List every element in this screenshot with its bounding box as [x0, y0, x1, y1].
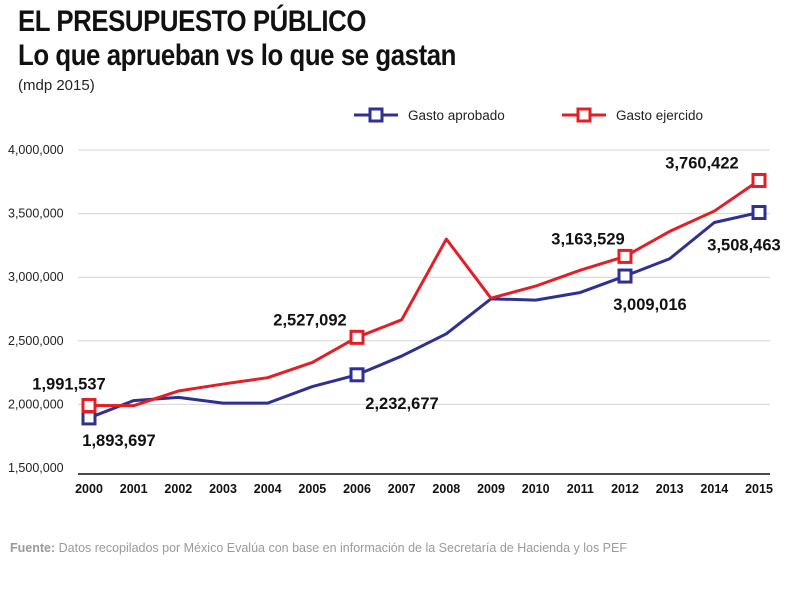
data-label: 2,232,677: [365, 395, 438, 413]
series-line-gasto-ejercido: [88, 179, 760, 408]
x-tick-label: 2012: [611, 482, 639, 496]
x-tick-label: 2015: [745, 482, 773, 496]
data-point-marker: [349, 367, 365, 383]
data-point-marker: [349, 329, 365, 345]
x-tick-label: 2014: [700, 482, 728, 496]
x-tick-label: 2004: [254, 482, 282, 496]
data-label: 3,163,529: [551, 230, 624, 248]
x-tick-label: 2008: [432, 482, 460, 496]
source-text: Datos recopilados por México Evalúa con …: [55, 541, 627, 555]
data-point-marker: [81, 410, 97, 426]
chart-subtitle: Lo que aprueban vs lo que se gastan: [18, 39, 456, 72]
x-tick-label: 2006: [343, 482, 371, 496]
legend-swatch-marker: [368, 107, 384, 123]
series-line-gasto-aprobado: [88, 211, 760, 420]
x-tick-label: 2001: [120, 482, 148, 496]
x-tick-label: 2013: [656, 482, 684, 496]
chart-title: EL PRESUPUESTO PÚBLICO: [18, 5, 366, 38]
x-tick-label: 2007: [388, 482, 416, 496]
data-label: 3,508,463: [707, 237, 780, 255]
data-label: 1,893,697: [82, 432, 155, 450]
y-tick-label: 2,500,000: [8, 334, 64, 348]
x-tick-label: 2009: [477, 482, 505, 496]
data-label: 3,009,016: [613, 296, 686, 314]
data-point-marker: [81, 397, 97, 413]
x-tick-label: 2002: [164, 482, 192, 496]
data-point-marker: [751, 172, 767, 188]
y-tick-label: 1,500,000: [8, 461, 64, 475]
x-tick-label: 2000: [75, 482, 103, 496]
x-tick-label: 2003: [209, 482, 237, 496]
data-point-marker: [751, 205, 767, 221]
y-tick-label: 3,000,000: [8, 270, 64, 284]
x-tick-label: 2010: [522, 482, 550, 496]
data-label: 2,527,092: [273, 311, 346, 329]
x-tick-label: 2011: [567, 482, 594, 496]
legend-swatch-marker: [576, 107, 592, 123]
data-label: 3,760,422: [665, 154, 738, 172]
legend-label: Gasto ejercido: [616, 108, 703, 123]
y-tick-label: 3,500,000: [8, 207, 64, 221]
legend-label: Gasto aprobado: [408, 108, 505, 123]
y-tick-label: 4,000,000: [8, 143, 64, 157]
source-label: Fuente:: [10, 541, 56, 555]
y-tick-label: 2,000,000: [8, 397, 64, 411]
data-point-marker: [617, 248, 633, 264]
data-point-marker: [617, 268, 633, 284]
units-label: (mdp 2015): [18, 77, 95, 94]
x-tick-label: 2005: [298, 482, 326, 496]
data-label: 1,991,537: [32, 375, 105, 393]
source-note: Fuente: Datos recopilados por México Eva…: [10, 541, 627, 555]
